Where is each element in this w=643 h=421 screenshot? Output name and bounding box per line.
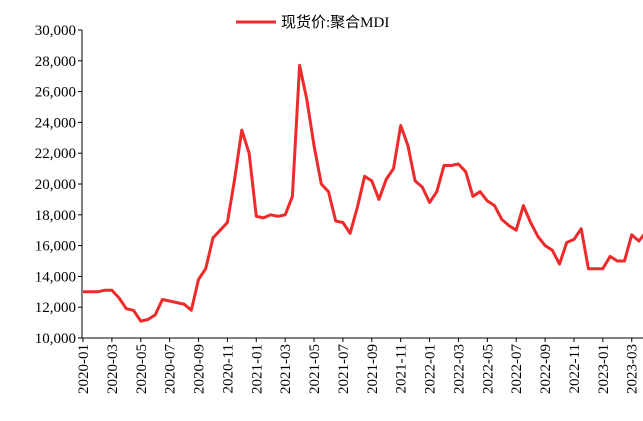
x-tick-label: 2021-09 bbox=[365, 344, 381, 394]
y-tick-label: 14,000 bbox=[35, 269, 76, 285]
x-tick-label: 2022-01 bbox=[423, 344, 439, 394]
x-tick-label: 2020-07 bbox=[163, 344, 179, 394]
y-tick-label: 16,000 bbox=[35, 239, 76, 255]
y-tick-label: 12,000 bbox=[35, 300, 76, 316]
y-tick-label: 28,000 bbox=[35, 54, 76, 70]
x-tick-label: 2020-05 bbox=[134, 344, 150, 394]
y-tick-label: 30,000 bbox=[35, 23, 76, 39]
x-tick-label: 2020-09 bbox=[192, 344, 208, 394]
x-tick-label: 2022-09 bbox=[538, 344, 554, 394]
x-tick-label: 2022-05 bbox=[480, 344, 496, 394]
legend-label: 现货价:聚合MDI bbox=[281, 14, 389, 31]
series-line bbox=[83, 63, 643, 323]
x-tick-label: 2020-01 bbox=[76, 344, 92, 394]
x-tick-label: 2023-01 bbox=[596, 344, 612, 394]
y-tick-label: 18,000 bbox=[35, 208, 76, 224]
x-tick-label: 2022-07 bbox=[509, 344, 525, 394]
x-tick-label: 2021-05 bbox=[307, 344, 323, 394]
x-tick-label: 2022-11 bbox=[567, 344, 583, 393]
x-tick-label: 2021-03 bbox=[278, 344, 294, 394]
y-tick-label: 24,000 bbox=[35, 115, 76, 131]
y-tick-label: 10,000 bbox=[35, 331, 76, 347]
x-tick-label: 2022-03 bbox=[451, 344, 467, 394]
x-tick-label: 2021-07 bbox=[336, 344, 352, 394]
x-tick-label: 2023-03 bbox=[625, 344, 641, 394]
x-tick-label: 2020-11 bbox=[220, 344, 236, 393]
x-tick-label: 2020-03 bbox=[105, 344, 121, 394]
y-tick-label: 22,000 bbox=[35, 146, 76, 162]
x-tick-label: 2021-11 bbox=[394, 344, 410, 393]
y-tick-label: 26,000 bbox=[35, 85, 76, 101]
x-tick-label: 2021-01 bbox=[249, 344, 265, 394]
y-tick-label: 20,000 bbox=[35, 177, 76, 193]
